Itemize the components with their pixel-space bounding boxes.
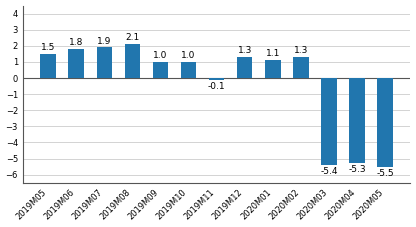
Text: -5.4: -5.4 [320, 167, 338, 176]
Text: -5.3: -5.3 [348, 165, 366, 174]
Bar [125, 44, 140, 78]
Text: 1.8: 1.8 [69, 38, 83, 47]
Bar [153, 62, 168, 78]
Text: 1.5: 1.5 [41, 43, 55, 52]
Text: 2.1: 2.1 [125, 33, 139, 42]
Bar [40, 54, 56, 78]
Text: 1.9: 1.9 [97, 37, 111, 45]
Bar [237, 57, 253, 78]
Bar [181, 62, 196, 78]
Bar [209, 78, 224, 80]
Bar [69, 49, 84, 78]
Bar [377, 78, 393, 167]
Text: -5.5: -5.5 [376, 169, 394, 178]
Text: -0.1: -0.1 [208, 81, 225, 91]
Text: 1.0: 1.0 [153, 51, 168, 60]
Bar [349, 78, 365, 163]
Text: 1.3: 1.3 [238, 46, 252, 55]
Text: 1.0: 1.0 [181, 51, 196, 60]
Bar [321, 78, 337, 165]
Bar [97, 47, 112, 78]
Text: 1.1: 1.1 [265, 49, 280, 58]
Bar [293, 57, 309, 78]
Bar [265, 60, 280, 78]
Text: 1.3: 1.3 [294, 46, 308, 55]
